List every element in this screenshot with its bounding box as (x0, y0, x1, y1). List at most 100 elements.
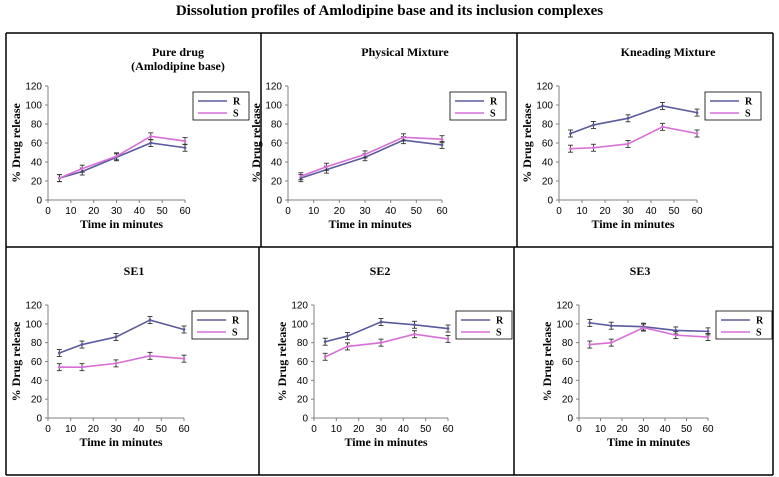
data-point-R (695, 111, 699, 114)
x-axis-label: Time in minutes (328, 217, 411, 231)
data-point-S (592, 146, 595, 150)
y-tick-label: 0 (36, 414, 42, 425)
data-point-R (149, 141, 153, 145)
x-tick-label: 30 (622, 206, 634, 217)
panel-title: SE1 (124, 264, 145, 278)
data-point-R (182, 328, 186, 331)
x-tick-label: 40 (645, 206, 657, 217)
x-axis-label: Time in minutes (79, 435, 162, 449)
x-tick-label: 60 (702, 424, 714, 435)
legend-label-R: R (756, 316, 764, 327)
legend-label-R: R (490, 97, 498, 108)
y-axis-label: % Drug release (275, 321, 289, 401)
chart-panel: Physical Mixture 0 20 40 60 80 100 120 0 10 20 30 40… (249, 45, 507, 231)
series-line-S (570, 126, 698, 150)
y-tick-label: 100 (556, 319, 573, 330)
x-tick-label: 0 (556, 206, 562, 217)
data-point-S (346, 345, 349, 348)
data-point-R (413, 323, 416, 327)
y-tick-label: 20 (297, 395, 309, 406)
data-point-S (58, 176, 61, 180)
data-point-R (592, 123, 595, 127)
legend-box (191, 310, 249, 340)
y-tick-label: 80 (297, 338, 309, 349)
data-point-R (346, 334, 349, 338)
y-tick-label: 80 (562, 338, 574, 349)
series-line-R (589, 322, 709, 333)
y-tick-label: 100 (25, 319, 42, 330)
y-tick-label: 20 (562, 395, 574, 406)
y-tick-label: 80 (31, 338, 43, 349)
data-point-R (80, 343, 84, 346)
data-point-S (182, 357, 186, 361)
y-tick-label: 100 (25, 101, 42, 112)
x-tick-label: 40 (385, 206, 397, 217)
y-tick-label: 60 (271, 139, 283, 150)
legend-label-S: S (756, 328, 762, 339)
y-tick-label: 80 (31, 120, 43, 131)
data-point-S (440, 137, 444, 141)
x-tick-label: 50 (420, 424, 432, 435)
y-tick-label: 40 (31, 158, 43, 169)
legend-label-S: S (232, 328, 238, 339)
y-tick-label: 120 (265, 82, 282, 93)
x-tick-label: 10 (65, 424, 77, 435)
x-tick-label: 30 (111, 206, 123, 217)
series-line-S (59, 355, 185, 368)
data-point-S (80, 365, 84, 369)
legend-box (455, 310, 513, 340)
legend-label-R: R (232, 316, 240, 327)
data-point-S (569, 147, 572, 151)
x-tick-label: 0 (576, 424, 582, 435)
x-tick-label: 0 (311, 424, 317, 435)
y-tick-label: 0 (36, 196, 42, 207)
y-tick-label: 0 (547, 196, 553, 207)
data-point-S (609, 341, 613, 345)
data-point-S (149, 134, 153, 138)
x-tick-label: 0 (45, 206, 51, 217)
data-point-R (379, 320, 383, 324)
y-tick-label: 120 (25, 301, 42, 312)
data-point-R (148, 318, 152, 322)
x-tick-label: 20 (88, 424, 100, 435)
series-line-R (59, 319, 185, 354)
x-tick-label: 30 (359, 206, 371, 217)
data-point-R (183, 146, 187, 150)
x-tick-label: 10 (331, 424, 343, 435)
legend-label-S: S (490, 109, 496, 120)
legend-label-R: R (233, 97, 241, 108)
panel-title: SE2 (370, 264, 391, 278)
data-point-S (183, 139, 187, 143)
data-point-R (440, 143, 444, 147)
data-point-S (80, 167, 84, 171)
x-tick-label: 50 (681, 424, 693, 435)
data-point-S (402, 135, 405, 139)
data-point-S (626, 142, 630, 146)
x-tick-label: 50 (411, 206, 423, 217)
x-tick-label: 30 (375, 424, 387, 435)
legend-label-S: S (233, 109, 239, 120)
y-tick-label: 20 (31, 177, 43, 188)
data-point-S (148, 354, 152, 358)
x-tick-label: 60 (442, 424, 454, 435)
y-tick-label: 120 (25, 82, 42, 93)
y-tick-label: 40 (542, 158, 554, 169)
x-tick-label: 20 (599, 206, 611, 217)
y-tick-label: 80 (271, 120, 283, 131)
data-point-S (413, 332, 416, 336)
data-point-S (299, 174, 303, 178)
panel-title: Physical Mixture (361, 45, 449, 59)
data-point-S (325, 165, 328, 169)
y-tick-label: 20 (542, 177, 554, 188)
x-tick-label: 40 (398, 424, 410, 435)
y-axis-label: % Drug release (520, 102, 534, 182)
y-tick-label: 0 (567, 414, 573, 425)
y-tick-label: 100 (291, 319, 308, 330)
y-tick-label: 60 (31, 139, 43, 150)
series-line-R (59, 142, 186, 179)
data-point-R (674, 329, 678, 332)
panel-title: Pure drug (152, 45, 204, 59)
panel-title: Kneading Mixture (621, 45, 716, 59)
data-point-R (569, 132, 572, 135)
y-axis-label: % Drug release (540, 321, 554, 401)
